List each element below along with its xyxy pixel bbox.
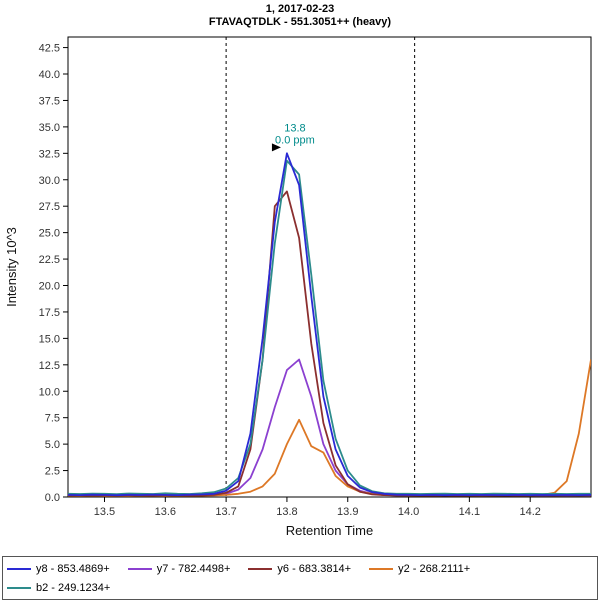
x-tick-label: 14.0 [398,506,419,518]
legend-swatch [127,567,152,570]
peak-ppm-label: 0.0 ppm [275,134,315,146]
x-tick-label: 13.8 [276,506,297,518]
y-tick-label: 5.0 [45,439,60,451]
y-axis: 0.0 2.5 5.0 7.5 10.0 12.5 15.0 17.5 20.0 22.5 25.0… [39,43,68,504]
y-tick-label: 10.0 [39,386,60,398]
chart-title-replicate: 1, 2017-02-23 [265,3,335,15]
x-tick-label: 13.6 [155,506,176,518]
series-line-y7 [68,358,591,497]
legend-swatch [248,567,273,570]
y-tick-label: 12.5 [39,360,60,372]
legend-label: b2 - 249.1234+ [36,581,111,594]
y-tick-label: 22.5 [39,254,60,266]
y-tick-label: 42.5 [39,43,60,55]
legend-swatch [369,567,394,570]
legend-label: y8 - 853.4869+ [36,562,110,575]
peak-apex-arrow-icon [271,143,281,152]
legend-row: b2 - 249.1234+ [7,578,593,597]
y-tick-label: 20.0 [39,281,60,293]
x-tick-label: 13.5 [94,506,115,518]
x-tick-label: 14.2 [519,506,540,518]
legend-label: y6 - 683.3814+ [277,562,352,575]
y-tick-label: 7.5 [45,413,60,425]
series-line-y8 [68,152,591,497]
y-tick-label: 30.0 [39,175,60,187]
y-tick-label: 15.0 [39,333,60,345]
x-axis-title: Retention Time [286,523,373,538]
y-tick-label: 0.0 [45,492,60,504]
series-line-y2 [68,359,591,497]
x-tick-label: 14.1 [459,506,480,518]
chart-title-peptide: FTAVAQTDLK - 551.3051++ (heavy) [208,16,392,28]
legend-swatch [7,567,31,570]
legend-item-y7: y7 - 782.4498+ [127,562,231,575]
y-axis-title: Intensity 10^3 [4,227,19,307]
series-line-y6 [68,190,591,497]
legend-item-b2: b2 - 249.1234+ [7,582,110,594]
legend-row: y8 - 853.4869+ y7 - 782.4498+ y6 - 683.381… [7,559,593,578]
x-tick-label: 13.7 [215,506,236,518]
chromatogram-plot[interactable]: 0.0 2.5 5.0 7.5 10.0 12.5 15.0 17.5 20.0 22.5 25.0… [0,29,600,549]
y-tick-label: 32.5 [39,148,60,160]
peak-rt-label: 13.8 [284,122,305,134]
legend-item-y2: y2 - 268.2111+ [369,563,470,575]
plot-frame [67,36,592,498]
legend-swatch [7,586,31,589]
x-tick-label: 13.9 [337,506,358,518]
y-tick-label: 35.0 [39,122,60,134]
legend-label: y2 - 268.2111+ [398,562,471,575]
y-tick-label: 17.5 [39,307,60,319]
chart-title: 1, 2017-02-23 FTAVAQTDLK - 551.3051++ (h… [0,0,600,29]
y-tick-label: 2.5 [45,466,60,478]
y-tick-label: 40.0 [39,69,60,81]
chromatogram-legend: y8 - 853.4869+ y7 - 782.4498+ y6 - 683.381… [2,556,598,600]
y-tick-label: 27.5 [39,201,60,213]
x-axis: 13.5 13.6 13.7 13.8 13.9 14.0 14.1 14.2 [94,497,541,518]
y-tick-label: 37.5 [39,95,60,107]
y-tick-label: 25.0 [39,228,60,240]
legend-item-y6: y6 - 683.3814+ [248,563,351,575]
legend-label: y7 - 782.4498+ [156,562,231,575]
legend-item-y8: y8 - 853.4869+ [7,563,110,575]
